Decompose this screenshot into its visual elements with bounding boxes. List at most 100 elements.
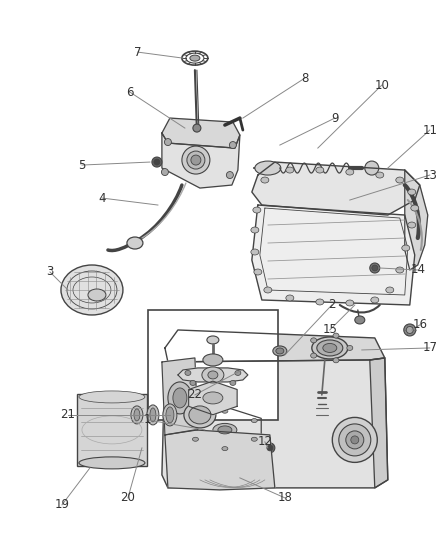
Ellipse shape bbox=[265, 443, 275, 453]
Bar bbox=[148, 310, 278, 420]
Text: 15: 15 bbox=[322, 324, 337, 336]
Ellipse shape bbox=[253, 207, 261, 213]
Ellipse shape bbox=[184, 402, 216, 428]
Ellipse shape bbox=[386, 287, 394, 293]
Ellipse shape bbox=[347, 345, 353, 351]
Ellipse shape bbox=[182, 146, 210, 174]
Ellipse shape bbox=[267, 445, 273, 451]
Ellipse shape bbox=[218, 426, 232, 434]
Ellipse shape bbox=[346, 169, 354, 175]
Ellipse shape bbox=[376, 172, 384, 178]
Polygon shape bbox=[162, 118, 240, 148]
Ellipse shape bbox=[131, 406, 143, 424]
Ellipse shape bbox=[408, 189, 416, 195]
Polygon shape bbox=[188, 407, 261, 453]
Text: 3: 3 bbox=[46, 265, 54, 279]
Ellipse shape bbox=[79, 391, 145, 403]
Ellipse shape bbox=[333, 358, 339, 363]
Ellipse shape bbox=[346, 300, 354, 306]
Text: 22: 22 bbox=[187, 389, 202, 401]
Ellipse shape bbox=[208, 371, 218, 379]
Ellipse shape bbox=[173, 388, 187, 408]
Ellipse shape bbox=[355, 316, 365, 324]
Ellipse shape bbox=[162, 168, 168, 175]
Ellipse shape bbox=[190, 381, 196, 385]
Text: 16: 16 bbox=[412, 318, 427, 332]
Ellipse shape bbox=[192, 418, 198, 423]
Polygon shape bbox=[252, 162, 420, 215]
Ellipse shape bbox=[372, 265, 378, 271]
Polygon shape bbox=[165, 430, 275, 490]
Ellipse shape bbox=[164, 139, 171, 146]
Text: 9: 9 bbox=[331, 111, 339, 125]
Ellipse shape bbox=[79, 457, 145, 469]
Polygon shape bbox=[252, 205, 415, 305]
Polygon shape bbox=[162, 358, 388, 488]
Ellipse shape bbox=[187, 151, 205, 169]
Ellipse shape bbox=[286, 295, 294, 301]
Ellipse shape bbox=[147, 405, 159, 425]
Ellipse shape bbox=[273, 346, 287, 356]
Ellipse shape bbox=[311, 338, 317, 343]
Text: 10: 10 bbox=[374, 78, 389, 92]
Ellipse shape bbox=[406, 327, 413, 334]
Ellipse shape bbox=[402, 245, 410, 251]
Ellipse shape bbox=[311, 353, 317, 358]
Ellipse shape bbox=[339, 424, 371, 456]
Ellipse shape bbox=[370, 263, 380, 273]
Polygon shape bbox=[370, 358, 388, 488]
Text: 20: 20 bbox=[120, 491, 135, 504]
Ellipse shape bbox=[312, 337, 348, 359]
Ellipse shape bbox=[264, 287, 272, 293]
Polygon shape bbox=[178, 368, 248, 382]
Ellipse shape bbox=[404, 324, 416, 336]
Ellipse shape bbox=[203, 392, 223, 404]
Ellipse shape bbox=[261, 177, 269, 183]
Ellipse shape bbox=[88, 289, 106, 301]
Text: 17: 17 bbox=[422, 342, 437, 354]
Bar bbox=[77, 394, 147, 466]
Ellipse shape bbox=[251, 227, 259, 233]
Ellipse shape bbox=[61, 265, 123, 315]
Ellipse shape bbox=[189, 406, 211, 424]
Ellipse shape bbox=[371, 297, 379, 303]
Ellipse shape bbox=[213, 423, 237, 437]
Polygon shape bbox=[162, 133, 240, 188]
Ellipse shape bbox=[222, 447, 228, 450]
Ellipse shape bbox=[251, 418, 257, 423]
Ellipse shape bbox=[251, 249, 259, 255]
Ellipse shape bbox=[317, 340, 343, 356]
Ellipse shape bbox=[408, 222, 416, 228]
Ellipse shape bbox=[365, 161, 379, 175]
Ellipse shape bbox=[396, 267, 404, 273]
Ellipse shape bbox=[152, 157, 162, 167]
Polygon shape bbox=[405, 170, 428, 270]
Ellipse shape bbox=[235, 370, 241, 375]
Ellipse shape bbox=[207, 336, 219, 344]
Ellipse shape bbox=[316, 167, 324, 173]
Ellipse shape bbox=[333, 333, 339, 338]
Text: 7: 7 bbox=[134, 46, 141, 59]
Ellipse shape bbox=[411, 205, 419, 211]
Text: 13: 13 bbox=[422, 168, 437, 182]
Text: 6: 6 bbox=[126, 86, 134, 99]
Ellipse shape bbox=[255, 161, 281, 175]
Ellipse shape bbox=[230, 381, 236, 385]
Ellipse shape bbox=[254, 269, 262, 275]
Ellipse shape bbox=[190, 55, 200, 61]
Text: 11: 11 bbox=[422, 124, 437, 136]
Polygon shape bbox=[189, 381, 237, 415]
Text: 2: 2 bbox=[328, 298, 336, 311]
Text: 4: 4 bbox=[98, 191, 106, 205]
Text: 19: 19 bbox=[54, 498, 70, 511]
Ellipse shape bbox=[134, 409, 140, 421]
Ellipse shape bbox=[193, 124, 201, 132]
Ellipse shape bbox=[222, 409, 228, 413]
Ellipse shape bbox=[226, 172, 233, 179]
Ellipse shape bbox=[150, 408, 156, 422]
Ellipse shape bbox=[168, 382, 192, 414]
Ellipse shape bbox=[163, 404, 177, 426]
Ellipse shape bbox=[192, 437, 198, 441]
Text: 18: 18 bbox=[277, 491, 292, 504]
Ellipse shape bbox=[202, 367, 224, 383]
